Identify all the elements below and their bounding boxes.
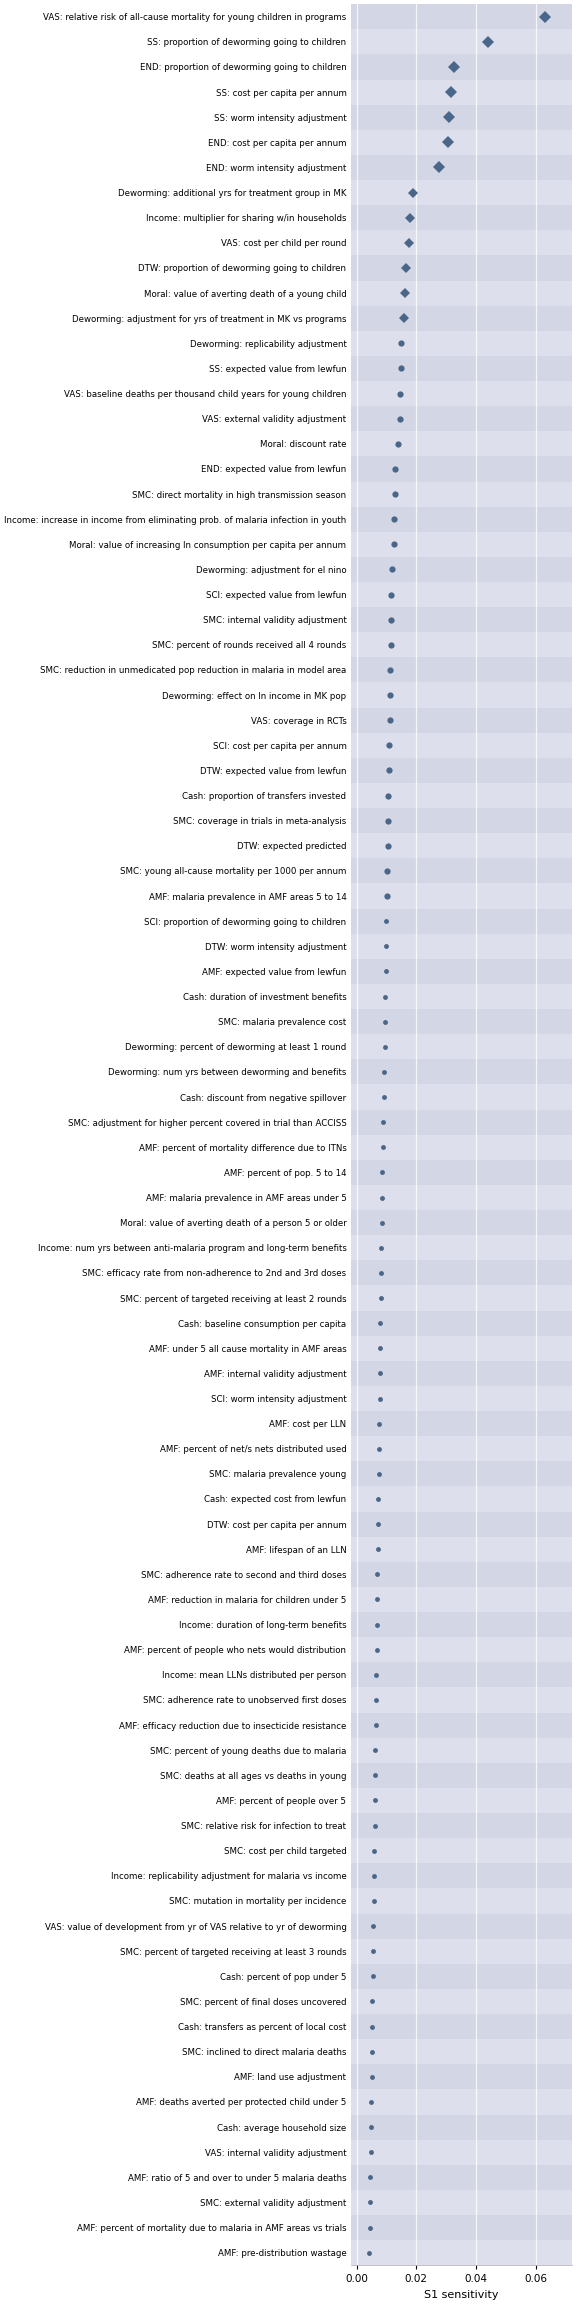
Bar	[351, 1963, 572, 1988]
Bar	[351, 1184, 572, 1210]
Bar	[351, 1410, 572, 1435]
Bar	[351, 1159, 572, 1184]
Bar	[351, 355, 572, 380]
Bar	[351, 1336, 572, 1362]
Bar	[351, 2214, 572, 2239]
Bar	[351, 608, 572, 631]
Bar	[351, 682, 572, 707]
Bar	[351, 1661, 572, 1687]
Bar	[351, 2166, 572, 2189]
Bar	[351, 1839, 572, 1864]
Bar	[351, 882, 572, 908]
Bar	[351, 933, 572, 958]
Bar	[351, 1737, 572, 1763]
Bar	[351, 1938, 572, 1963]
Bar	[351, 1587, 572, 1613]
Bar	[351, 2189, 572, 2214]
Bar	[351, 55, 572, 81]
Bar	[351, 2064, 572, 2090]
Bar	[351, 1362, 572, 1387]
Bar	[351, 30, 572, 55]
Bar	[351, 1260, 572, 1286]
Bar	[351, 783, 572, 809]
Bar	[351, 1562, 572, 1587]
Bar	[351, 2014, 572, 2039]
Bar	[351, 834, 572, 859]
Bar	[351, 104, 572, 129]
Bar	[351, 758, 572, 783]
Bar	[351, 657, 572, 682]
Bar	[351, 2239, 572, 2265]
Bar	[351, 1286, 572, 1311]
Bar	[351, 1085, 572, 1111]
Bar	[351, 2090, 572, 2115]
Bar	[351, 2140, 572, 2166]
Bar	[351, 180, 572, 205]
Bar	[351, 281, 572, 306]
Bar	[351, 1864, 572, 1889]
Bar	[351, 958, 572, 984]
Bar	[351, 482, 572, 507]
Bar	[351, 205, 572, 230]
Bar	[351, 1311, 572, 1336]
Bar	[351, 431, 572, 456]
Bar	[351, 256, 572, 281]
Bar	[351, 129, 572, 154]
Bar	[351, 5, 572, 30]
X-axis label: S1 sensitivity: S1 sensitivity	[424, 2290, 498, 2299]
Bar	[351, 81, 572, 104]
Bar	[351, 631, 572, 657]
Bar	[351, 1813, 572, 1839]
Bar	[351, 1763, 572, 1788]
Bar	[351, 1235, 572, 1260]
Bar	[351, 154, 572, 180]
Bar	[351, 1009, 572, 1034]
Bar	[351, 1060, 572, 1085]
Bar	[351, 1638, 572, 1661]
Bar	[351, 1210, 572, 1235]
Bar	[351, 583, 572, 608]
Bar	[351, 1134, 572, 1159]
Bar	[351, 380, 572, 406]
Bar	[351, 859, 572, 882]
Bar	[351, 1889, 572, 1915]
Bar	[351, 1034, 572, 1060]
Bar	[351, 1788, 572, 1813]
Bar	[351, 1486, 572, 1511]
Bar	[351, 1511, 572, 1537]
Bar	[351, 984, 572, 1009]
Bar	[351, 733, 572, 758]
Bar	[351, 306, 572, 332]
Bar	[351, 532, 572, 558]
Bar	[351, 456, 572, 482]
Bar	[351, 707, 572, 733]
Bar	[351, 908, 572, 933]
Bar	[351, 1687, 572, 1712]
Bar	[351, 406, 572, 431]
Bar	[351, 332, 572, 355]
Bar	[351, 2115, 572, 2140]
Bar	[351, 2039, 572, 2064]
Bar	[351, 230, 572, 256]
Bar	[351, 1461, 572, 1486]
Bar	[351, 1613, 572, 1638]
Bar	[351, 1435, 572, 1461]
Bar	[351, 809, 572, 834]
Bar	[351, 1111, 572, 1134]
Bar	[351, 558, 572, 583]
Bar	[351, 1988, 572, 2014]
Bar	[351, 1712, 572, 1737]
Bar	[351, 507, 572, 532]
Bar	[351, 1387, 572, 1410]
Bar	[351, 1915, 572, 1938]
Bar	[351, 1537, 572, 1562]
